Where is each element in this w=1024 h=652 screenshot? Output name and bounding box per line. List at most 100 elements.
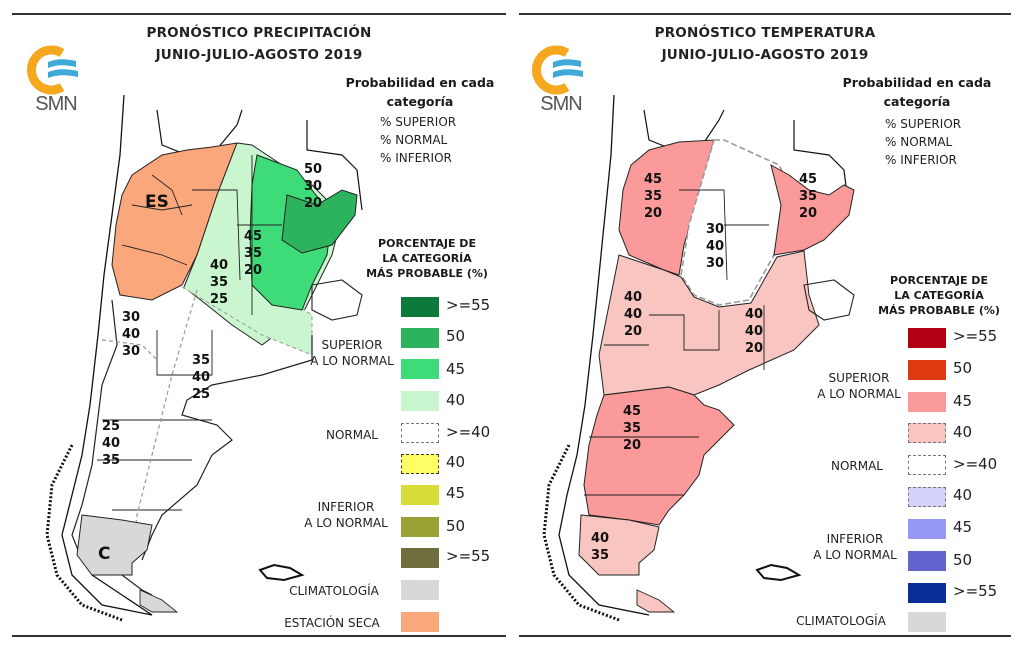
label-cuyo-sup: 30 xyxy=(122,310,140,325)
prob-heading: Probabilidad en cada categoría xyxy=(842,75,992,109)
legend-value: 45 xyxy=(953,392,973,410)
legend-value: 40 xyxy=(446,453,466,471)
percentage-heading: PORCENTAJE DE LA CATEGORÍA MÁS PROBABLE … xyxy=(878,274,1000,317)
map-subtitle: JUNIO-JULIO-AGOSTO 2019 xyxy=(661,47,869,63)
label-cuyo-inf: 20 xyxy=(624,324,642,339)
legend-value: 40 xyxy=(446,391,466,409)
legend-value: 50 xyxy=(446,517,466,535)
legend-swatch-inferior-55 xyxy=(908,583,946,603)
label-ne-inf: 20 xyxy=(304,196,322,211)
label-patagonia-sup: 45 xyxy=(623,404,641,419)
legend-swatch-inferior-55 xyxy=(401,548,439,568)
temperature-map: 45 35 20 45 35 20 30 40 30 40 40 20 40 4… xyxy=(542,94,855,622)
label-centro-sup: 30 xyxy=(706,222,724,237)
label-cuyo-norm: 40 xyxy=(122,327,140,342)
label-patagonia-inf: 35 xyxy=(102,453,120,468)
legend-swatch-inferior-50 xyxy=(401,517,439,537)
label-litoral-sup: 45 xyxy=(244,229,262,244)
legend-value: >=40 xyxy=(446,423,491,441)
prob-superior: % SUPERIOR xyxy=(885,117,962,131)
legend-swatch-superior-45 xyxy=(908,392,946,412)
smn-logo-text: SMN xyxy=(35,93,77,115)
label-cuyo-sup: 40 xyxy=(624,290,642,305)
label-centro-norm: 40 xyxy=(706,239,724,254)
legend-swatch-inferior-40 xyxy=(401,454,439,474)
legend-swatch-normal xyxy=(908,455,946,475)
label-sur-sup: 40 xyxy=(591,531,609,546)
label-litoral-inf: 20 xyxy=(244,263,262,278)
legend-swatch-inferior-45 xyxy=(401,485,439,505)
legend-swatch-estacion-seca xyxy=(401,612,439,632)
label-c: C xyxy=(98,544,110,564)
legend-value: 40 xyxy=(953,423,973,441)
label-pampa-sup: 40 xyxy=(745,307,763,322)
legend-swatch-superior-55 xyxy=(401,297,439,317)
smn-logo: SMN xyxy=(531,45,591,120)
map-title: PRONÓSTICO TEMPERATURA xyxy=(654,25,876,41)
smn-logo: SMN xyxy=(26,45,86,120)
label-ne-norm: 30 xyxy=(304,179,322,194)
legend-value: >=55 xyxy=(953,327,998,345)
label-patagonia-inf: 20 xyxy=(623,438,641,453)
label-pampa-norm: 40 xyxy=(192,370,210,385)
legend-value: >=55 xyxy=(446,296,491,314)
label-patagonia-sup: 25 xyxy=(102,419,120,434)
legend-swatch-inferior-45 xyxy=(908,519,946,539)
map-title: PRONÓSTICO PRECIPITACIÓN xyxy=(146,25,372,41)
legend-value: 45 xyxy=(953,518,973,536)
label-centro-inf: 30 xyxy=(706,256,724,271)
label-centro-inf: 25 xyxy=(210,292,228,307)
prob-normal: % NORMAL xyxy=(885,135,953,149)
label-es: ES xyxy=(145,192,169,212)
label-noa-sup: 45 xyxy=(644,172,662,187)
smn-logo-text: SMN xyxy=(540,93,582,115)
legend-swatch-climatologia xyxy=(908,612,946,632)
legend-value: 50 xyxy=(953,359,973,377)
smn-logo-icon xyxy=(27,45,78,95)
legend-value: >=55 xyxy=(953,582,998,600)
precipitation-forecast-panel: ES C 50 30 20 45 35 20 40 35 25 30 40 30… xyxy=(12,13,506,637)
legend-swatch-superior-40 xyxy=(401,391,439,411)
precipitation-map: ES C 50 30 20 45 35 20 40 35 25 30 40 30… xyxy=(45,94,363,622)
label-ne-sup: 50 xyxy=(304,162,322,177)
legend-swatch-superior-40 xyxy=(908,423,946,443)
label-centro-sup: 40 xyxy=(210,258,228,273)
category-superior: SUPERIOR A LO NORMAL xyxy=(310,338,394,368)
label-pampa-inf: 20 xyxy=(745,341,763,356)
label-ne-norm: 35 xyxy=(799,189,817,204)
percentage-heading: PORCENTAJE DE LA CATEGORÍA MÁS PROBABLE … xyxy=(366,237,488,280)
legend-value: 45 xyxy=(446,484,466,502)
legend-swatch-inferior-40 xyxy=(908,487,946,507)
label-cuyo-norm: 40 xyxy=(624,307,642,322)
category-inferior: INFERIOR A LO NORMAL xyxy=(813,532,897,562)
label-litoral-norm: 35 xyxy=(244,246,262,261)
legend-swatch-inferior-50 xyxy=(908,551,946,571)
prob-normal: % NORMAL xyxy=(380,133,448,147)
legend-value: 40 xyxy=(953,486,973,504)
climatologia-label: CLIMATOLOGÍA xyxy=(796,614,886,628)
legend-swatch-normal xyxy=(401,423,439,443)
prob-superior: % SUPERIOR xyxy=(380,115,457,129)
map-subtitle: JUNIO-JULIO-AGOSTO 2019 xyxy=(155,47,363,63)
label-pampa-norm: 40 xyxy=(745,324,763,339)
legend-value: 50 xyxy=(446,327,466,345)
label-sur-norm: 35 xyxy=(591,548,609,563)
category-inferior: INFERIOR A LO NORMAL xyxy=(304,500,388,530)
smn-logo-icon xyxy=(532,45,583,95)
prob-heading: Probabilidad en cada categoría xyxy=(345,75,495,109)
category-normal: NORMAL xyxy=(325,428,378,442)
label-noa-inf: 20 xyxy=(644,206,662,221)
climatologia-label: CLIMATOLOGÍA xyxy=(289,584,379,598)
legend-swatch-superior-55 xyxy=(908,328,946,348)
legend-value: >=40 xyxy=(953,455,998,473)
label-ne-inf: 20 xyxy=(799,206,817,221)
legend-value: >=55 xyxy=(446,547,491,565)
category-normal: NORMAL xyxy=(830,459,883,473)
prob-inferior: % INFERIOR xyxy=(885,153,957,167)
label-pampa-sup: 35 xyxy=(192,353,210,368)
legend-swatch-superior-50 xyxy=(401,328,439,348)
category-superior: SUPERIOR A LO NORMAL xyxy=(817,371,901,401)
label-patagonia-norm: 40 xyxy=(102,436,120,451)
label-centro-norm: 35 xyxy=(210,275,228,290)
label-ne-sup: 45 xyxy=(799,172,817,187)
